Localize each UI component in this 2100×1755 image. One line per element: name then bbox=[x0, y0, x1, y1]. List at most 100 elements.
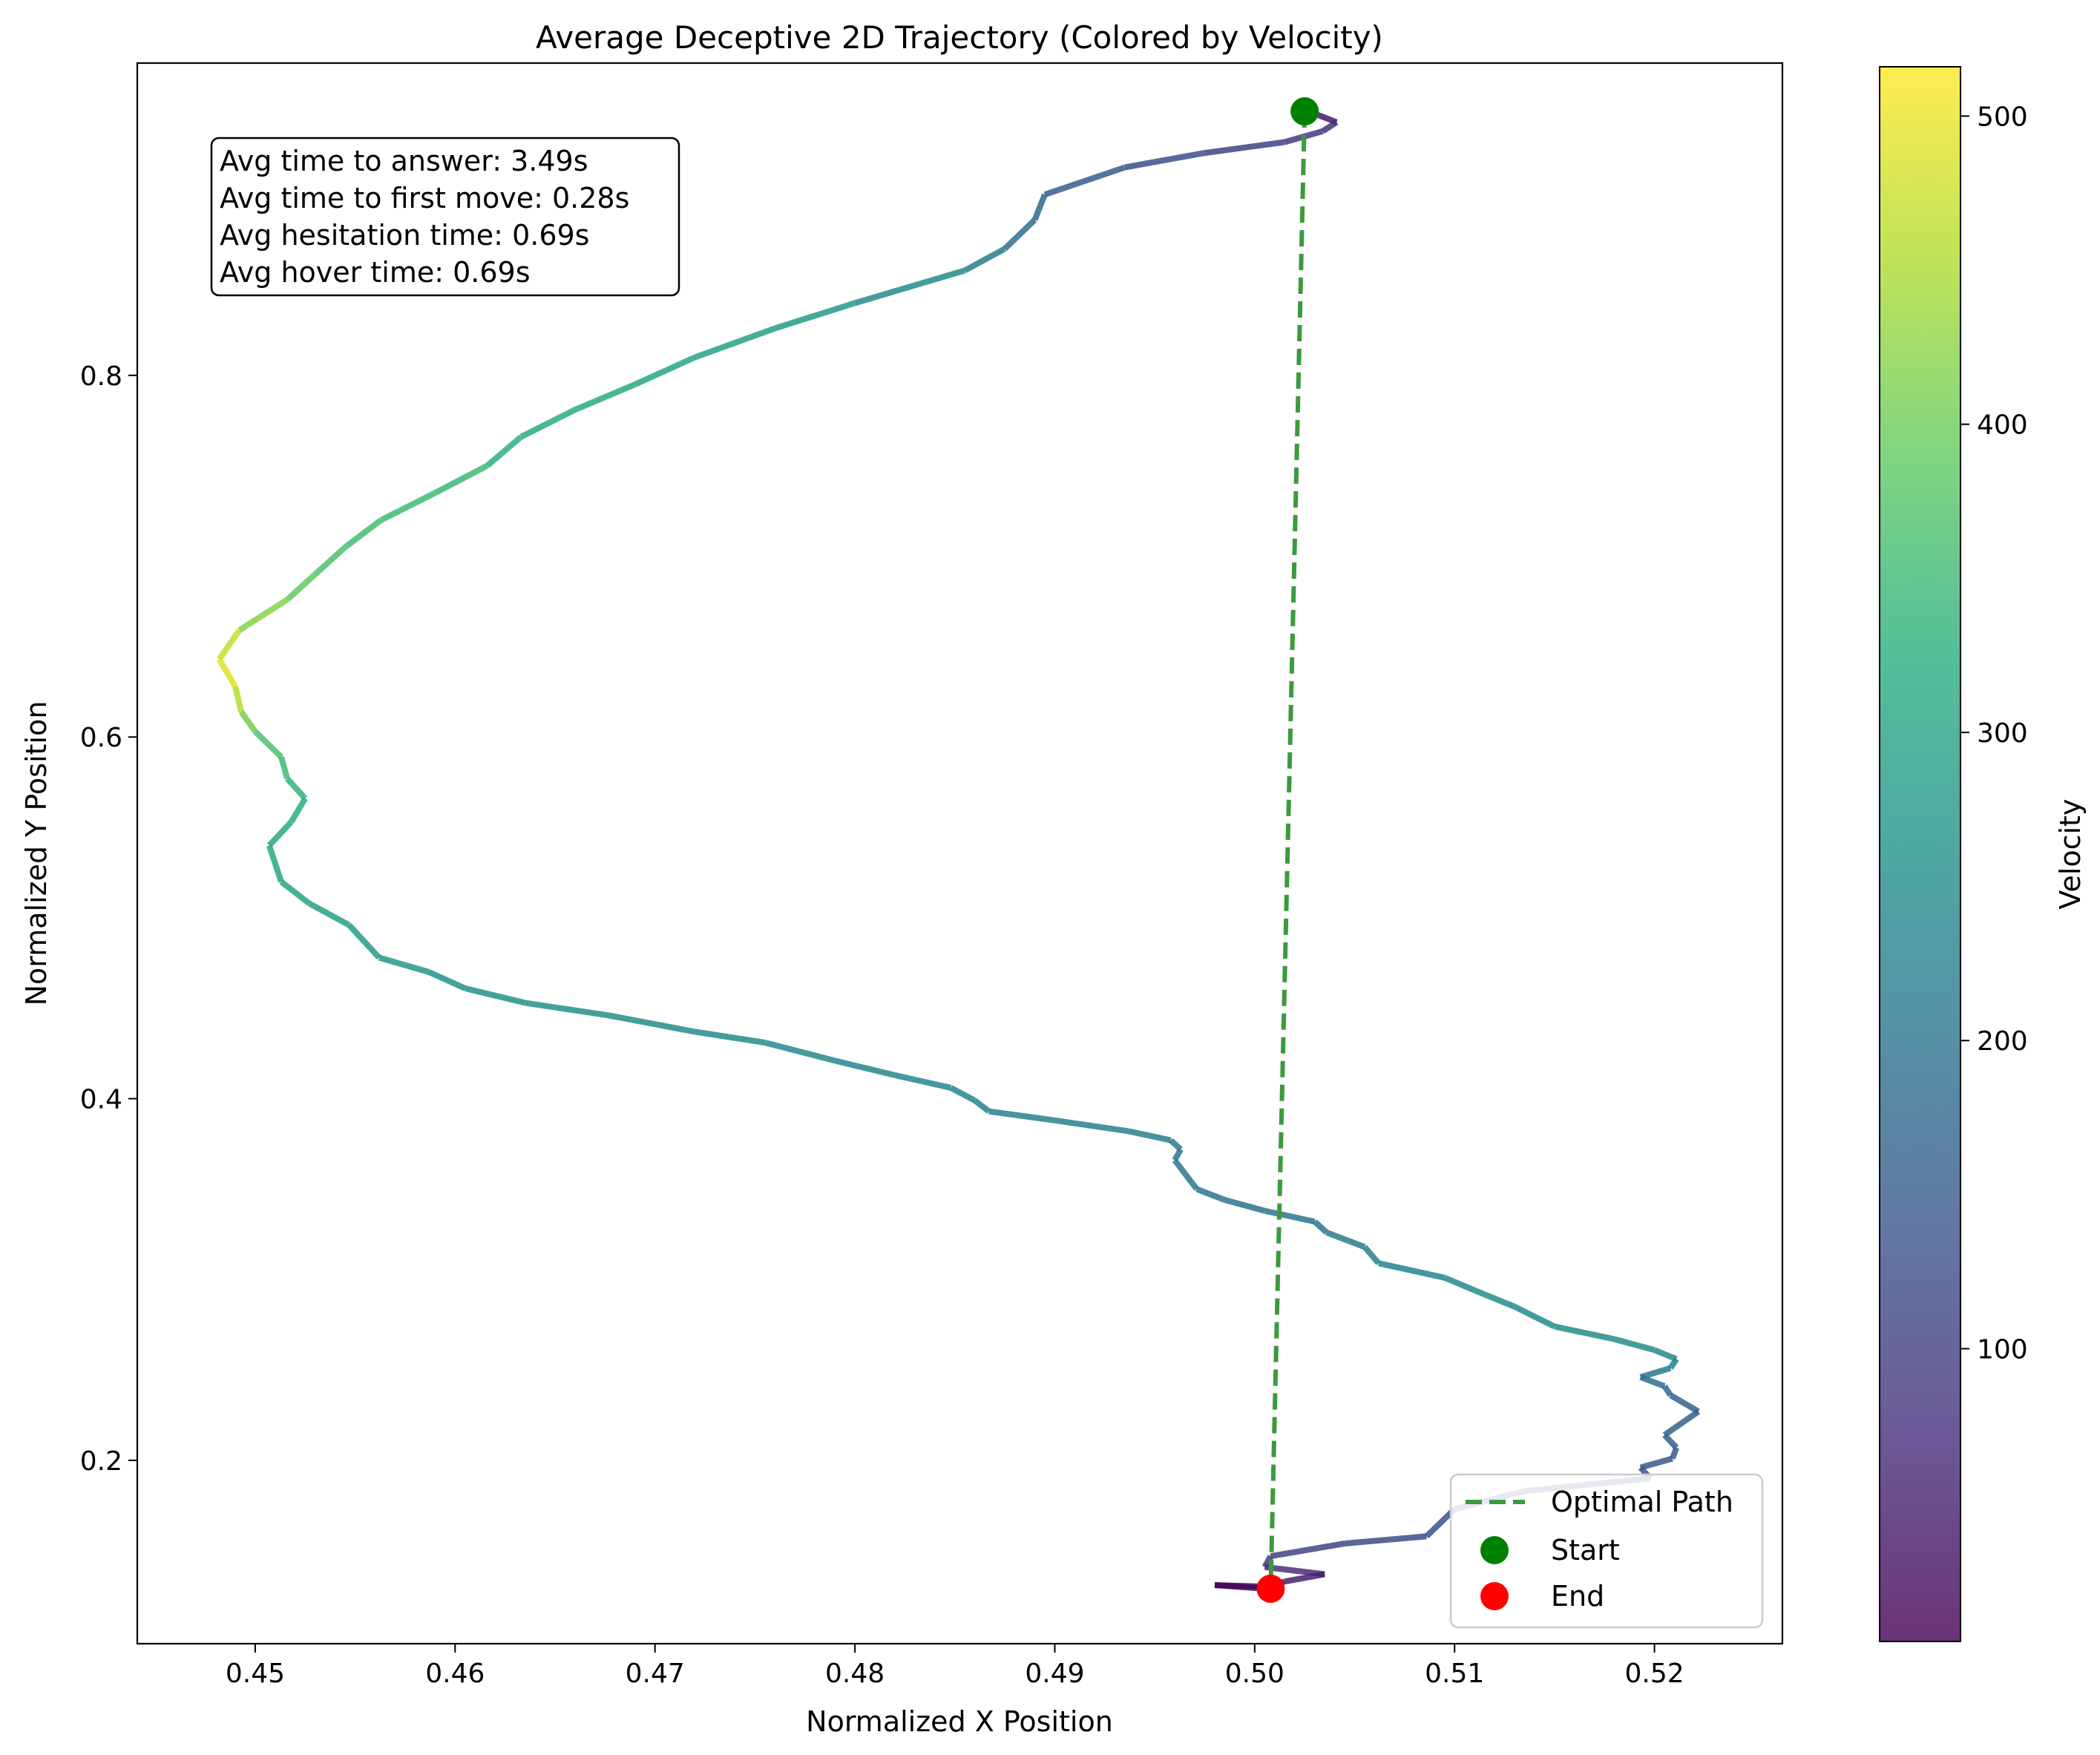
info-line-answer-time: Avg time to answer: 3.49s bbox=[220, 145, 588, 177]
trajectory-segment bbox=[634, 354, 697, 387]
colorbar-tick-label: 100 bbox=[1977, 1334, 2028, 1365]
colorbar-tick-label: 300 bbox=[1977, 718, 2028, 749]
trajectory-segment bbox=[1443, 1275, 1476, 1293]
y-axis-label: Normalized Y Position bbox=[20, 701, 53, 1006]
x-tick-label: 0.52 bbox=[1625, 1659, 1684, 1689]
trajectory-segment bbox=[1264, 1207, 1316, 1225]
trajectory-segment bbox=[232, 686, 244, 712]
y-axis-ticks: 0.2 0.4 0.6 0.8 bbox=[80, 361, 137, 1477]
legend: Optimal Path Start End bbox=[1449, 1473, 1764, 1629]
chart-title: Average Deceptive 2D Trajectory (Colored… bbox=[536, 19, 1383, 56]
trajectory-segment bbox=[279, 879, 312, 906]
trajectory-segment bbox=[1662, 1433, 1679, 1450]
x-axis-ticks: 0.45 0.46 0.47 0.48 0.49 0.50 0.51 0.52 bbox=[226, 1644, 1684, 1689]
trajectory-segment bbox=[1270, 1541, 1345, 1560]
trajectory-segment bbox=[1669, 1392, 1700, 1414]
trajectory-segment bbox=[278, 755, 290, 780]
end-marker bbox=[1256, 1574, 1285, 1603]
trajectory-segment bbox=[1325, 1230, 1366, 1250]
trajectory-segment bbox=[378, 954, 430, 975]
trajectory-segment bbox=[1003, 217, 1037, 252]
trajectory-segment bbox=[1513, 1304, 1556, 1330]
info-line-hesitation: Avg hesitation time: 0.69s bbox=[220, 219, 589, 252]
trajectory-segment bbox=[1172, 1147, 1184, 1162]
trajectory-segment bbox=[764, 1040, 836, 1064]
trajectory-segment bbox=[1473, 1287, 1516, 1310]
trajectory-segment bbox=[1172, 1158, 1199, 1191]
x-tick-label: 0.47 bbox=[626, 1659, 685, 1689]
trajectory-segment bbox=[525, 1000, 610, 1019]
trajectory-segment bbox=[1670, 1446, 1679, 1460]
x-tick-label: 0.46 bbox=[425, 1659, 485, 1689]
colorbar-gradient bbox=[1879, 66, 1961, 1642]
legend-frame bbox=[1449, 1473, 1764, 1629]
plot-area bbox=[136, 62, 1784, 1645]
trajectory-segment bbox=[1128, 1128, 1172, 1144]
trajectory-segment bbox=[1031, 193, 1048, 221]
trajectory-segment bbox=[1554, 1323, 1615, 1342]
trajectory-segment bbox=[608, 1012, 696, 1035]
trajectory-segment bbox=[1195, 1186, 1226, 1203]
colorbar-tick-label: 200 bbox=[1977, 1026, 2028, 1057]
trajectory-segment bbox=[1312, 1219, 1329, 1235]
info-line-hover: Avg hover time: 0.69s bbox=[220, 256, 531, 289]
x-tick-label: 0.49 bbox=[1025, 1659, 1084, 1689]
trajectory-segment bbox=[217, 629, 242, 661]
trajectory-segment bbox=[1224, 1197, 1266, 1214]
trajectory-segment bbox=[963, 246, 1007, 274]
trajectory-segment bbox=[894, 1072, 952, 1091]
trajectory-segment bbox=[427, 969, 467, 991]
legend-label-optimal-path: Optimal Path bbox=[1551, 1486, 1733, 1518]
x-tick-label: 0.51 bbox=[1425, 1659, 1484, 1689]
trajectory-segment bbox=[1661, 1384, 1673, 1397]
colorbar-tick-label: 500 bbox=[1977, 102, 2028, 132]
trajectory-segment bbox=[485, 434, 523, 468]
trajectory-segment bbox=[288, 796, 308, 824]
x-tick-label: 0.45 bbox=[226, 1659, 285, 1689]
legend-label-end: End bbox=[1551, 1580, 1604, 1613]
y-tick-label: 0.2 bbox=[80, 1446, 122, 1477]
colorbar-tick-label: 400 bbox=[1977, 410, 2028, 441]
trajectory-segment bbox=[266, 844, 284, 883]
legend-swatch-start bbox=[1480, 1536, 1509, 1564]
trajectory-segment bbox=[1124, 150, 1206, 171]
x-tick-label: 0.50 bbox=[1225, 1659, 1284, 1689]
info-line-first-move: Avg time to first move: 0.28s bbox=[220, 182, 629, 214]
trajectory-segment bbox=[464, 985, 526, 1006]
info-box-frame bbox=[210, 137, 680, 297]
trajectory-segment bbox=[253, 729, 283, 759]
trajectory-segment bbox=[1639, 1365, 1672, 1380]
trajectory-segment bbox=[266, 819, 294, 848]
trajectory-segment bbox=[1321, 119, 1339, 134]
trajectory-segment bbox=[237, 597, 289, 633]
trajectory-segment bbox=[285, 776, 308, 801]
trajectory-segment bbox=[1377, 1260, 1446, 1281]
trajectory-segment bbox=[949, 1085, 977, 1103]
trajectory-segment bbox=[694, 1029, 766, 1046]
y-tick-label: 0.6 bbox=[80, 723, 122, 753]
trajectory-segment bbox=[1204, 139, 1285, 157]
trajectory-segment bbox=[988, 1108, 1055, 1123]
info-box: Avg time to answer: 3.49s Avg time to fi… bbox=[210, 137, 680, 297]
trajectory-segment bbox=[853, 267, 966, 306]
y-tick-label: 0.8 bbox=[80, 361, 122, 392]
trajectory-segment bbox=[347, 922, 381, 960]
optimal-path-line bbox=[1268, 111, 1307, 1589]
trajectory-segment bbox=[1613, 1336, 1656, 1354]
trajectory-segment bbox=[1043, 164, 1126, 197]
colorbar: 100 200 300 400 500 Velocity bbox=[1879, 66, 2087, 1642]
trajectory-segment bbox=[1054, 1117, 1129, 1135]
trajectory-segment bbox=[238, 709, 258, 734]
legend-swatch-end bbox=[1480, 1582, 1509, 1610]
point-markers bbox=[1256, 97, 1319, 1603]
trajectory-segment bbox=[1639, 1374, 1666, 1389]
trajectory-segment bbox=[774, 300, 856, 332]
trajectory-segment bbox=[1667, 1357, 1679, 1370]
trajectory-segment bbox=[1284, 1571, 1325, 1585]
trajectory-segment bbox=[1344, 1533, 1427, 1546]
trajectory-segment bbox=[285, 571, 318, 602]
trajectory-segment bbox=[1653, 1347, 1678, 1362]
x-tick-label: 0.48 bbox=[825, 1659, 885, 1689]
plot-frame bbox=[136, 62, 1784, 1645]
